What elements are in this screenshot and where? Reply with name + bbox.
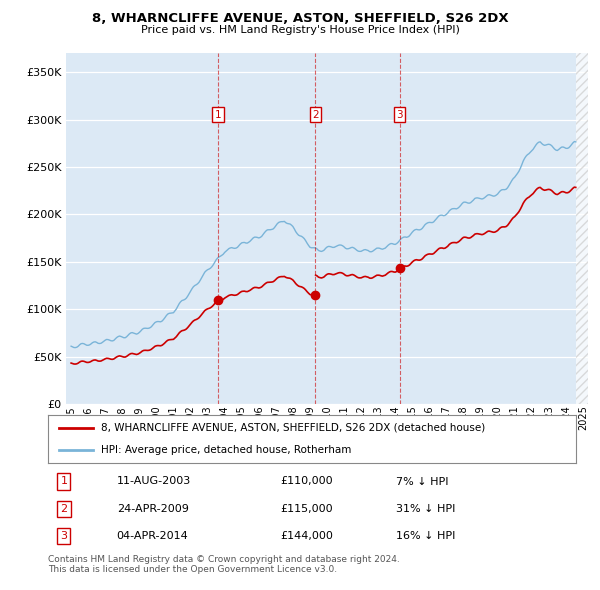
Text: £110,000: £110,000 — [280, 477, 333, 487]
Text: 8, WHARNCLIFFE AVENUE, ASTON, SHEFFIELD, S26 2DX (detached house): 8, WHARNCLIFFE AVENUE, ASTON, SHEFFIELD,… — [101, 423, 485, 433]
Text: 7% ↓ HPI: 7% ↓ HPI — [397, 477, 449, 487]
Text: £115,000: £115,000 — [280, 504, 333, 514]
Text: 24-APR-2009: 24-APR-2009 — [116, 504, 188, 514]
Text: 2: 2 — [60, 504, 67, 514]
Text: Contains HM Land Registry data © Crown copyright and database right 2024.: Contains HM Land Registry data © Crown c… — [48, 555, 400, 563]
Text: 2: 2 — [312, 110, 319, 120]
Text: 1: 1 — [215, 110, 221, 120]
Text: This data is licensed under the Open Government Licence v3.0.: This data is licensed under the Open Gov… — [48, 565, 337, 574]
Text: £144,000: £144,000 — [280, 531, 333, 541]
Text: Price paid vs. HM Land Registry's House Price Index (HPI): Price paid vs. HM Land Registry's House … — [140, 25, 460, 35]
Text: 16% ↓ HPI: 16% ↓ HPI — [397, 531, 456, 541]
Text: 3: 3 — [396, 110, 403, 120]
Text: 04-APR-2014: 04-APR-2014 — [116, 531, 188, 541]
Text: HPI: Average price, detached house, Rotherham: HPI: Average price, detached house, Roth… — [101, 445, 351, 455]
Text: 11-AUG-2003: 11-AUG-2003 — [116, 477, 191, 487]
Text: 1: 1 — [61, 477, 67, 487]
Text: 31% ↓ HPI: 31% ↓ HPI — [397, 504, 456, 514]
Text: 8, WHARNCLIFFE AVENUE, ASTON, SHEFFIELD, S26 2DX: 8, WHARNCLIFFE AVENUE, ASTON, SHEFFIELD,… — [92, 12, 508, 25]
Text: 3: 3 — [61, 531, 67, 541]
